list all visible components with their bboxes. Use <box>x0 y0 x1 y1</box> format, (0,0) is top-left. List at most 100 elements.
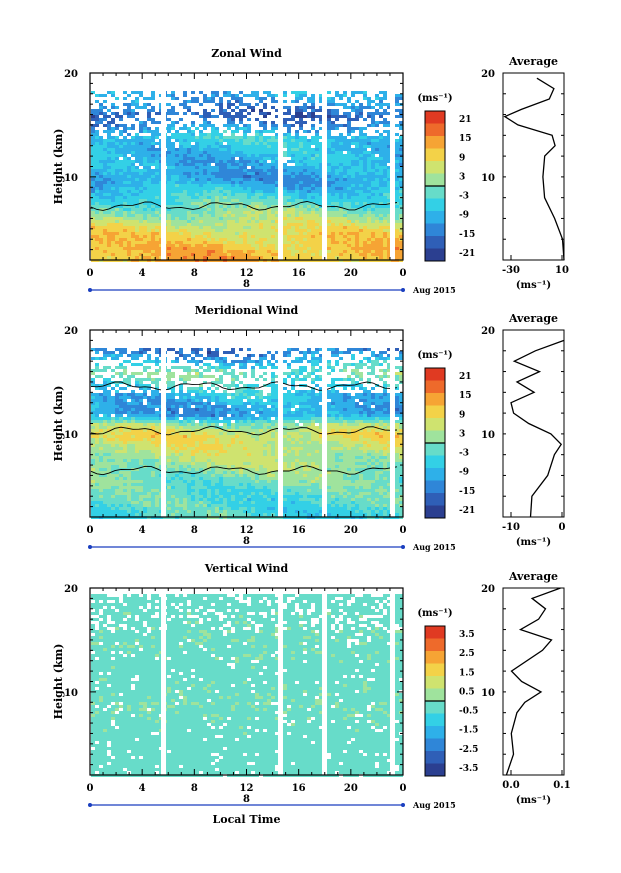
x-tick-label: 4 <box>139 525 146 536</box>
data-gap <box>322 588 327 775</box>
colorbar-tick-label: -3 <box>459 192 469 202</box>
x-tick-label: 8 <box>191 525 198 536</box>
date-label: 8 <box>243 794 250 805</box>
colorbar-swatch <box>425 480 445 494</box>
month-label: Aug 2015 <box>412 800 456 810</box>
colorbar-tick-label: 2.5 <box>459 649 475 659</box>
colorbar-swatch <box>425 676 445 689</box>
panel-title: Zonal Wind <box>211 47 282 60</box>
colorbar-swatch <box>425 418 445 431</box>
month-label: Aug 2015 <box>412 285 456 295</box>
average-x-tick-label: 0.1 <box>553 780 570 791</box>
average-x-tick-label: 0 <box>559 522 566 533</box>
colorbar-swatch <box>425 148 445 162</box>
y-tick-label: 10 <box>64 173 78 184</box>
colorbar-tick-label: 21 <box>459 115 472 125</box>
data-gap <box>278 73 283 260</box>
colorbar-tick-label: -15 <box>459 487 475 497</box>
x-tick-label: 20 <box>344 783 358 794</box>
average-unit: (ms⁻¹) <box>516 280 551 291</box>
x-tick-label: 20 <box>344 268 358 279</box>
colorbar-tick-label: -21 <box>459 506 475 516</box>
colorbar-tick-label: -15 <box>459 230 475 240</box>
data-gap <box>390 330 395 517</box>
colorbar-unit: (ms⁻¹) <box>417 608 452 619</box>
x-tick-label: 12 <box>240 525 254 536</box>
y-tick-label: 10 <box>64 688 78 699</box>
average-y-tick-label: 10 <box>481 173 495 184</box>
average-x-tick-label: -30 <box>502 265 520 276</box>
zero-contour <box>90 201 398 211</box>
colorbar-swatch <box>425 651 445 664</box>
colorbar-tick-label: 9 <box>459 410 465 420</box>
colorbar-tick-label: 0.5 <box>459 687 475 697</box>
y-tick-label: 20 <box>64 69 78 80</box>
average-x-tick-label: 10 <box>555 265 569 276</box>
y-tick-label: 20 <box>64 326 78 337</box>
x-tick-label: 4 <box>139 783 146 794</box>
average-y-tick-label: 10 <box>481 430 495 441</box>
colorbar-swatch <box>425 198 445 212</box>
data-gap <box>390 588 395 775</box>
y-axis-label: Height (km) <box>52 386 65 462</box>
y-tick-label: 10 <box>64 430 78 441</box>
panel-meridional <box>88 329 565 549</box>
colorbar-swatch <box>425 626 445 639</box>
x-tick-label: 12 <box>240 783 254 794</box>
month-label: Aug 2015 <box>412 542 456 552</box>
colorbar-swatch <box>425 468 445 481</box>
colorbar-swatch <box>425 726 445 739</box>
colorbar-tick-label: -1.5 <box>459 726 478 736</box>
colorbar-swatch <box>425 505 445 519</box>
average-x-tick-label: 0.0 <box>502 780 519 791</box>
colorbar-swatch <box>425 393 445 406</box>
average-y-tick-label: 20 <box>481 584 495 595</box>
zero-contour <box>90 425 398 436</box>
x-tick-label: 16 <box>292 783 306 794</box>
x-tick-label: 12 <box>240 268 254 279</box>
colorbar-tick-label: -3 <box>459 449 469 459</box>
average-y-tick-label: 10 <box>481 688 495 699</box>
panel-zonal <box>88 72 565 292</box>
colorbar-swatch <box>425 751 445 764</box>
colorbar-tick-label: -3.5 <box>459 764 478 774</box>
zero-contour <box>90 465 398 476</box>
colorbar-swatch <box>425 223 445 237</box>
average-frame <box>502 329 565 518</box>
colorbar-tick-label: 3.5 <box>459 630 475 640</box>
colorbar-tick-label: 3 <box>459 429 465 439</box>
colorbar-swatch <box>425 638 445 652</box>
average-y-tick-label: 20 <box>481 326 495 337</box>
colorbar-tick-label: 3 <box>459 172 465 182</box>
data-gap <box>161 588 166 775</box>
data-gap <box>278 330 283 517</box>
data-gap <box>322 73 327 260</box>
average-title: Average <box>508 55 558 68</box>
data-gap <box>322 330 327 517</box>
colorbar-tick-label: 9 <box>459 153 465 163</box>
colorbar-tick-label: -9 <box>459 211 469 221</box>
x-tick-label: 0 <box>87 525 94 536</box>
x-tick-label: 0 <box>87 783 94 794</box>
average-x-tick-label: -10 <box>502 522 520 533</box>
y-axis-label: Height (km) <box>52 644 65 720</box>
colorbar-swatch <box>425 493 445 506</box>
colorbar-swatch <box>425 161 445 174</box>
colorbar-tick-label: -21 <box>459 249 475 259</box>
average-frame <box>502 587 565 776</box>
average-title: Average <box>508 570 558 583</box>
colorbar-unit: (ms⁻¹) <box>417 350 452 361</box>
average-frame <box>502 72 565 261</box>
colorbar-swatch <box>425 688 445 702</box>
x-tick-label: 8 <box>191 268 198 279</box>
x-tick-label: 0 <box>400 525 407 536</box>
colorbar-swatch <box>425 430 445 444</box>
x-tick-label: 16 <box>292 525 306 536</box>
date-label: 8 <box>243 536 250 547</box>
x-axis-title: Local Time <box>213 813 281 826</box>
colorbar-swatch <box>425 455 445 469</box>
x-tick-label: 8 <box>191 783 198 794</box>
panel-vertical <box>88 587 565 807</box>
colorbar-swatch <box>425 211 445 224</box>
